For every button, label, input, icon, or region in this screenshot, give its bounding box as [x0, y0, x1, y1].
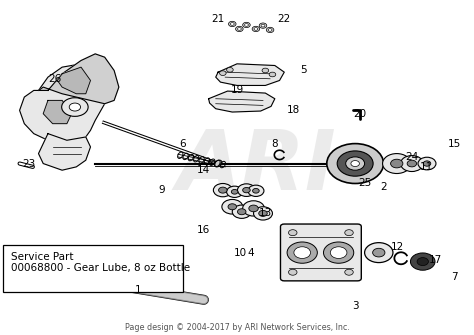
Text: 16: 16 [197, 225, 210, 235]
Circle shape [268, 28, 272, 31]
Circle shape [423, 161, 431, 166]
Circle shape [213, 184, 232, 197]
Text: 26: 26 [48, 74, 62, 84]
Circle shape [327, 144, 383, 184]
Circle shape [345, 230, 353, 236]
Circle shape [248, 185, 264, 196]
Circle shape [289, 269, 297, 275]
Text: 15: 15 [448, 139, 461, 149]
Text: 23: 23 [22, 158, 36, 169]
Text: 12: 12 [391, 242, 404, 252]
Circle shape [262, 68, 269, 73]
Circle shape [249, 205, 258, 212]
Text: 2: 2 [380, 182, 387, 192]
Text: 19: 19 [230, 85, 244, 95]
Text: 14: 14 [197, 165, 210, 175]
Circle shape [383, 153, 411, 174]
Text: 25: 25 [358, 179, 371, 189]
Circle shape [245, 24, 248, 26]
Text: 11: 11 [419, 162, 433, 172]
Circle shape [69, 103, 81, 111]
Circle shape [219, 71, 226, 75]
Circle shape [237, 27, 241, 30]
Circle shape [417, 258, 428, 266]
Circle shape [254, 27, 258, 30]
Circle shape [237, 209, 246, 215]
Text: ARI: ARI [176, 126, 336, 207]
Circle shape [269, 72, 276, 77]
Circle shape [253, 189, 259, 193]
Text: 10: 10 [234, 248, 247, 258]
Text: 24: 24 [405, 152, 419, 162]
Polygon shape [216, 64, 284, 85]
Circle shape [294, 247, 310, 259]
Circle shape [227, 67, 233, 72]
Circle shape [243, 22, 250, 27]
Text: 8: 8 [272, 139, 278, 149]
Circle shape [346, 157, 365, 170]
Circle shape [243, 188, 250, 193]
Circle shape [391, 159, 403, 168]
Circle shape [219, 187, 227, 193]
Text: 17: 17 [429, 255, 442, 265]
Text: 13: 13 [259, 208, 272, 218]
Circle shape [373, 248, 385, 257]
FancyBboxPatch shape [281, 224, 361, 281]
Circle shape [401, 155, 423, 172]
Text: 20: 20 [353, 109, 366, 119]
Circle shape [407, 160, 417, 167]
Circle shape [231, 190, 238, 194]
Circle shape [227, 186, 243, 197]
Circle shape [243, 201, 264, 216]
Circle shape [232, 205, 251, 218]
Text: Page design © 2004-2017 by ARI Network Services, Inc.: Page design © 2004-2017 by ARI Network S… [125, 323, 349, 332]
Circle shape [330, 247, 347, 259]
Text: 21: 21 [211, 14, 225, 24]
Polygon shape [38, 134, 91, 170]
Polygon shape [209, 91, 275, 112]
Circle shape [237, 184, 255, 196]
Circle shape [261, 24, 265, 27]
Circle shape [289, 230, 297, 236]
Text: 1: 1 [135, 285, 141, 295]
Circle shape [345, 269, 353, 275]
Text: 9: 9 [158, 185, 164, 195]
Circle shape [228, 204, 237, 210]
Circle shape [323, 242, 354, 263]
Circle shape [351, 160, 359, 166]
Circle shape [236, 26, 243, 31]
Text: 22: 22 [278, 14, 291, 24]
Circle shape [410, 253, 435, 270]
Circle shape [222, 199, 243, 214]
Text: 7: 7 [451, 272, 458, 281]
FancyBboxPatch shape [3, 245, 182, 291]
Circle shape [252, 26, 260, 31]
Circle shape [259, 23, 267, 28]
Text: Service Part
00068800 - Gear Lube, 8 oz Bottle: Service Part 00068800 - Gear Lube, 8 oz … [11, 252, 190, 273]
Polygon shape [19, 64, 105, 147]
Text: 4: 4 [248, 248, 255, 258]
Polygon shape [38, 54, 119, 104]
Circle shape [365, 243, 393, 263]
Circle shape [230, 23, 234, 25]
Circle shape [228, 21, 236, 26]
Circle shape [337, 151, 373, 176]
Polygon shape [43, 100, 72, 124]
Ellipse shape [214, 160, 222, 167]
Polygon shape [57, 67, 91, 94]
Text: 5: 5 [300, 65, 307, 75]
Text: 18: 18 [287, 106, 301, 115]
Text: 3: 3 [352, 302, 358, 312]
Text: 6: 6 [179, 139, 186, 149]
Circle shape [259, 210, 267, 216]
Circle shape [62, 98, 88, 116]
Circle shape [418, 157, 436, 170]
Circle shape [266, 27, 274, 32]
Circle shape [287, 242, 318, 263]
Circle shape [254, 207, 273, 220]
